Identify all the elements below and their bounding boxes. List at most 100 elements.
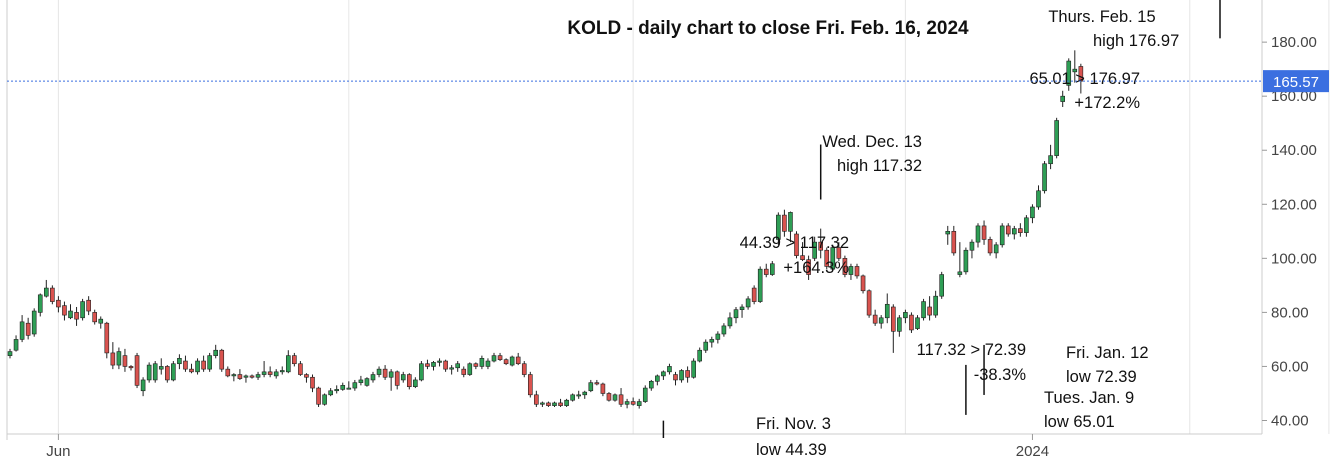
candle-body-143 — [872, 314, 878, 324]
candle-15 — [98, 316, 104, 329]
candle-body-84 — [515, 356, 521, 365]
candle-97 — [594, 379, 600, 386]
candle-81 — [497, 352, 503, 362]
candle-22 — [140, 377, 146, 397]
candle-body-156 — [951, 231, 957, 254]
candle-body-62 — [382, 368, 388, 378]
candle-103 — [630, 397, 636, 406]
candle-74 — [455, 361, 461, 372]
candle-172 — [1048, 144, 1053, 170]
candle-body-106 — [648, 381, 654, 389]
candle-7 — [50, 285, 55, 305]
candle-body-137 — [836, 247, 842, 259]
candle-body-51 — [316, 387, 321, 405]
candle-23 — [146, 362, 152, 383]
annotation-jan9-value: low 65.01 — [1044, 413, 1115, 431]
candle-body-92 — [564, 399, 569, 406]
candle-body-116 — [709, 339, 715, 343]
y-tick-label-7: 180.00 — [1271, 34, 1317, 51]
candle-body-63 — [388, 371, 394, 378]
candle-body-87 — [534, 394, 539, 405]
candle-body-141 — [860, 275, 866, 292]
candle-124 — [757, 266, 763, 303]
candle-body-32 — [201, 360, 206, 370]
candle-body-90 — [552, 402, 557, 406]
candle-body-38 — [237, 374, 243, 379]
candle-body-26 — [165, 366, 170, 381]
last-price-box — [1263, 70, 1329, 93]
candle-body-112 — [685, 370, 690, 378]
candle-40 — [249, 374, 255, 379]
candle-145 — [884, 293, 890, 324]
candle-34 — [213, 344, 218, 359]
candle-body-171 — [1042, 163, 1047, 192]
candle-body-68 — [419, 363, 424, 381]
candle-130 — [794, 231, 799, 259]
candle-body-158 — [963, 249, 969, 273]
candle-141 — [860, 274, 866, 294]
candle-body-133 — [812, 241, 817, 259]
candle-149 — [909, 312, 914, 333]
candle-36 — [225, 366, 231, 378]
candle-body-134 — [818, 241, 824, 251]
candle-body-151 — [921, 301, 926, 319]
candle-body-48 — [298, 363, 303, 375]
candle-body-152 — [927, 306, 932, 316]
candle-111 — [679, 369, 684, 383]
candle-150 — [915, 315, 920, 330]
chart-title: KOLD - daily chart to close Fri. Feb. 16… — [567, 18, 969, 39]
candle-137 — [836, 242, 842, 262]
candle-body-175 — [1066, 60, 1072, 86]
candle-61 — [376, 366, 382, 378]
candle-body-150 — [915, 317, 920, 329]
candle-9 — [62, 301, 67, 321]
candle-body-125 — [763, 268, 769, 275]
candle-37 — [231, 373, 237, 382]
candle-58 — [358, 375, 364, 386]
candle-body-138 — [842, 258, 848, 275]
candle-body-93 — [570, 394, 575, 401]
candle-159 — [969, 239, 975, 259]
candle-156 — [951, 225, 957, 256]
candle-body-123 — [751, 287, 757, 302]
candle-body-28 — [177, 358, 182, 365]
annotation-nov3-date: Fri. Nov. 3 — [756, 415, 831, 433]
candle-94 — [576, 390, 582, 399]
axes: 40.0060.0080.00100.00120.00140.00160.001… — [6, 0, 1317, 460]
candle-77 — [473, 362, 479, 370]
candle-166 — [1011, 225, 1017, 240]
candle-99 — [606, 392, 612, 402]
candles — [7, 50, 1084, 409]
candle-107 — [655, 374, 660, 386]
y-tick-label-2: 80.00 — [1271, 304, 1309, 321]
candle-131 — [800, 242, 805, 262]
candle-body-58 — [358, 379, 364, 383]
candle-body-172 — [1048, 155, 1053, 165]
candle-body-10 — [68, 310, 73, 319]
candle-body-24 — [152, 363, 158, 381]
candle-121 — [739, 304, 745, 318]
candle-30 — [189, 363, 194, 374]
candle-129 — [788, 211, 793, 243]
candle-body-129 — [788, 212, 793, 232]
candle-body-0 — [7, 351, 13, 356]
candle-168 — [1024, 215, 1029, 237]
candle-162 — [987, 236, 993, 256]
candle-64 — [394, 370, 400, 390]
candle-105 — [642, 385, 648, 403]
candle-110 — [673, 371, 678, 386]
candle-body-105 — [642, 387, 648, 402]
candle-body-31 — [195, 360, 200, 373]
candle-93 — [570, 393, 575, 402]
candle-body-83 — [509, 356, 515, 366]
candle-46 — [285, 350, 291, 374]
candle-108 — [661, 370, 666, 380]
candle-body-21 — [134, 355, 140, 386]
annotation-drop-range: 117.32 > 72.39 — [917, 341, 1026, 359]
candle-body-37 — [231, 374, 237, 377]
candle-body-86 — [527, 374, 533, 396]
candle-126 — [769, 261, 775, 276]
candle-body-96 — [588, 382, 594, 392]
candle-133 — [812, 236, 817, 262]
